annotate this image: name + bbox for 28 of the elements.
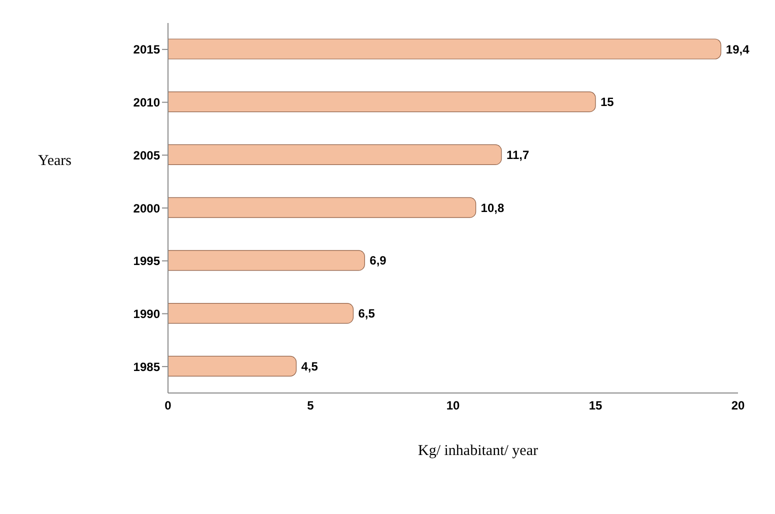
x-axis-title: Kg/ inhabitant/ year (417, 443, 539, 460)
bar (168, 144, 502, 166)
data-label: 6,5 (358, 306, 376, 321)
bar (168, 250, 365, 271)
x-tick-label: 0 (164, 398, 172, 413)
y-tick-label: 2015 (133, 42, 160, 57)
x-tick-label: 15 (588, 398, 602, 413)
bar (168, 92, 596, 112)
x-tick-label: 20 (731, 398, 745, 413)
y-tick-label: 1990 (133, 306, 160, 321)
bar (168, 356, 297, 376)
data-label: 4,5 (301, 359, 318, 374)
y-tick-label: 1995 (133, 254, 160, 268)
data-label: 11,7 (506, 148, 530, 162)
y-tick-label: 2005 (133, 148, 160, 162)
bar (168, 197, 476, 218)
y-tick-label: 2000 (133, 201, 160, 216)
data-label: 6,9 (370, 254, 387, 268)
data-label: 10,8 (480, 200, 504, 215)
y-tick-label: 2010 (133, 96, 160, 110)
bar (168, 38, 722, 60)
y-tick-label: 1985 (133, 360, 160, 374)
data-label: 19,4 (726, 42, 750, 56)
x-tick-label: 10 (446, 398, 460, 413)
data-label: 15 (600, 95, 614, 110)
bar (168, 302, 354, 324)
x-tick-label: 5 (307, 398, 314, 413)
y-axis-title: Years (38, 153, 72, 170)
